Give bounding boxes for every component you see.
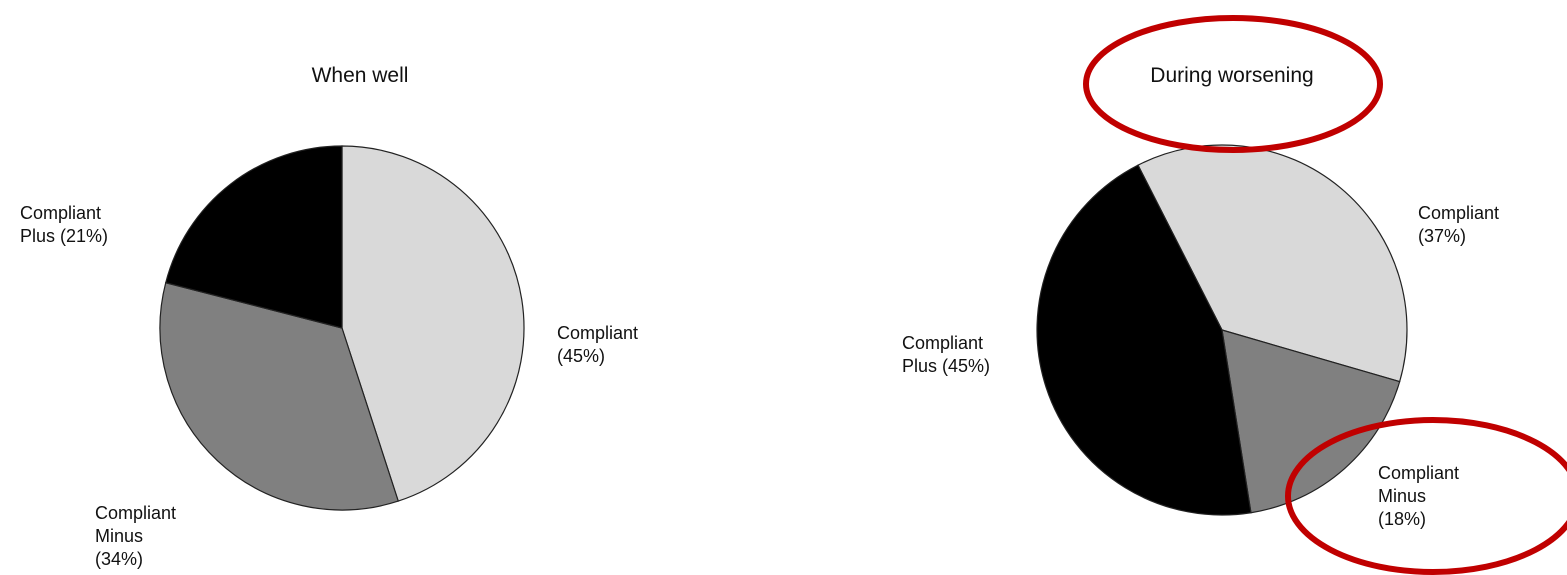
slice-label: Compliant Plus (21%) [20,202,120,248]
pie-slice [1221,329,1401,514]
slice-category: Compliant Minus [1378,463,1460,506]
slice-category: Compliant Plus [902,333,984,376]
slice-value-label: (18%) [1378,509,1427,529]
slice-value-label: (45%) [942,356,991,376]
slice-label: Compliant (37%) [1418,202,1518,248]
slice-label: Compliant Minus (18%) [1378,462,1478,531]
slice-label: Compliant Plus (45%) [902,332,1002,378]
slice-value-label: (37%) [1418,226,1467,246]
pie-slice [159,282,399,511]
slice-label: Compliant (45%) [557,322,657,368]
chart-title: When well [311,64,409,87]
slice-category: Compliant [1418,203,1500,223]
chart-title: During worsening [1150,64,1314,87]
slice-category: Compliant [557,323,639,343]
pie-slice [341,145,525,502]
slice-category: Compliant Plus [20,203,102,246]
highlight-ellipse [1083,15,1383,153]
pies [159,144,1408,516]
slice-value-label: (34%) [95,549,144,569]
highlight-ellipse [1285,417,1567,575]
pie-slice [164,145,343,329]
slice-value-label: (45%) [557,346,606,366]
slice-value-label: (21%) [60,226,109,246]
slice-label: Compliant Minus (34%) [95,502,195,571]
slice-category: Compliant Minus [95,503,177,546]
pie-slice [1036,164,1252,516]
